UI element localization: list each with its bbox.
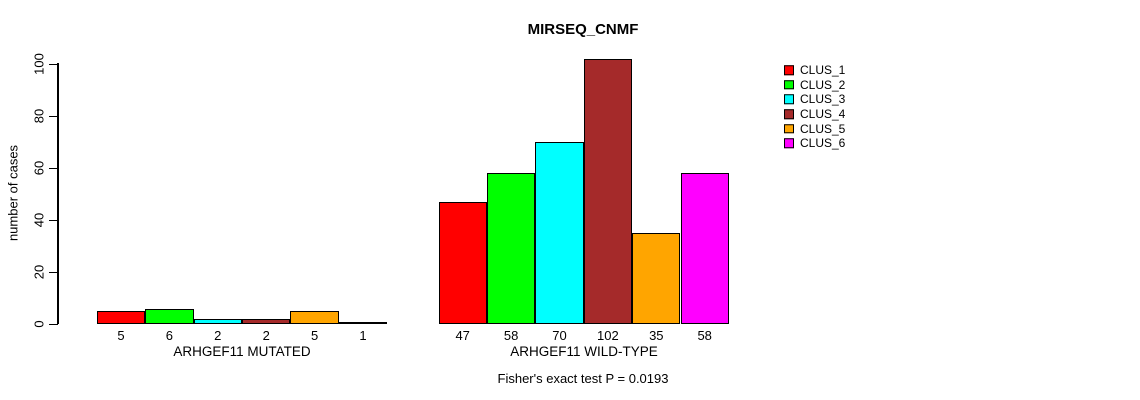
bar-value-label: 70 (552, 328, 567, 343)
bar-value-label: 2 (214, 328, 222, 343)
x-group-label-wildtype: ARHGEF11 WILD-TYPE (510, 344, 658, 359)
y-tick (49, 323, 58, 325)
bar-clus_3 (535, 142, 584, 325)
legend-swatch-icon (784, 80, 794, 90)
legend-label: CLUS_4 (800, 107, 846, 122)
bar-clus_4 (242, 319, 291, 325)
x-group-label-mutated: ARHGEF11 MUTATED (173, 344, 311, 359)
bar-clus_6 (338, 321, 388, 325)
bar-value-label: 6 (165, 328, 174, 343)
chart-title: MIRSEQ_CNMF (527, 21, 639, 38)
bar-clus_5 (632, 233, 681, 325)
bar-clus_2 (145, 308, 194, 325)
legend-swatch-icon (784, 94, 794, 105)
bar-value-label: 102 (597, 328, 619, 343)
y-tick-label: 0 (31, 320, 46, 328)
legend-label: CLUS_2 (800, 77, 846, 92)
y-tick (49, 167, 58, 169)
fisher-test-annotation: Fisher's exact test P = 0.0193 (497, 371, 669, 386)
bar-value-label: 47 (455, 328, 470, 343)
bar-clus_5 (290, 311, 339, 325)
bar-value-label: 5 (310, 328, 319, 343)
y-tick (49, 115, 58, 117)
bar-value-label: 5 (117, 328, 125, 343)
legend-label: CLUS_6 (800, 136, 846, 151)
y-tick-label: 80 (31, 108, 46, 124)
bar-clus_3 (193, 319, 242, 325)
legend-swatch-icon (784, 123, 794, 134)
bar-value-label: 2 (262, 328, 270, 343)
bar-value-label: 35 (649, 328, 664, 343)
y-tick (49, 271, 58, 273)
bar-clus_1 (438, 202, 487, 325)
legend-swatch-icon (784, 65, 794, 75)
y-tick (49, 219, 58, 221)
bar-clus_4 (583, 59, 633, 325)
y-tick-label: 100 (31, 53, 46, 76)
bar-value-label: 58 (697, 328, 712, 343)
y-tick-label: 20 (31, 264, 46, 280)
y-tick (49, 63, 58, 65)
bar-clus_2 (486, 173, 536, 325)
bar-clus_6 (680, 173, 729, 325)
y-tick-label: 40 (31, 212, 46, 228)
legend-label: CLUS_5 (800, 121, 846, 136)
bar-clus_1 (96, 311, 146, 325)
legend-label: CLUS_3 (800, 92, 846, 107)
legend-swatch-icon (784, 138, 794, 149)
bar-value-label: 58 (503, 328, 519, 343)
y-tick-label: 60 (31, 160, 46, 176)
bar-value-label: 1 (359, 328, 367, 343)
legend-label: CLUS_1 (800, 63, 846, 78)
legend-swatch-icon (784, 109, 794, 119)
y-axis-line (57, 62, 59, 325)
y-axis-label: number of cases (5, 144, 21, 242)
